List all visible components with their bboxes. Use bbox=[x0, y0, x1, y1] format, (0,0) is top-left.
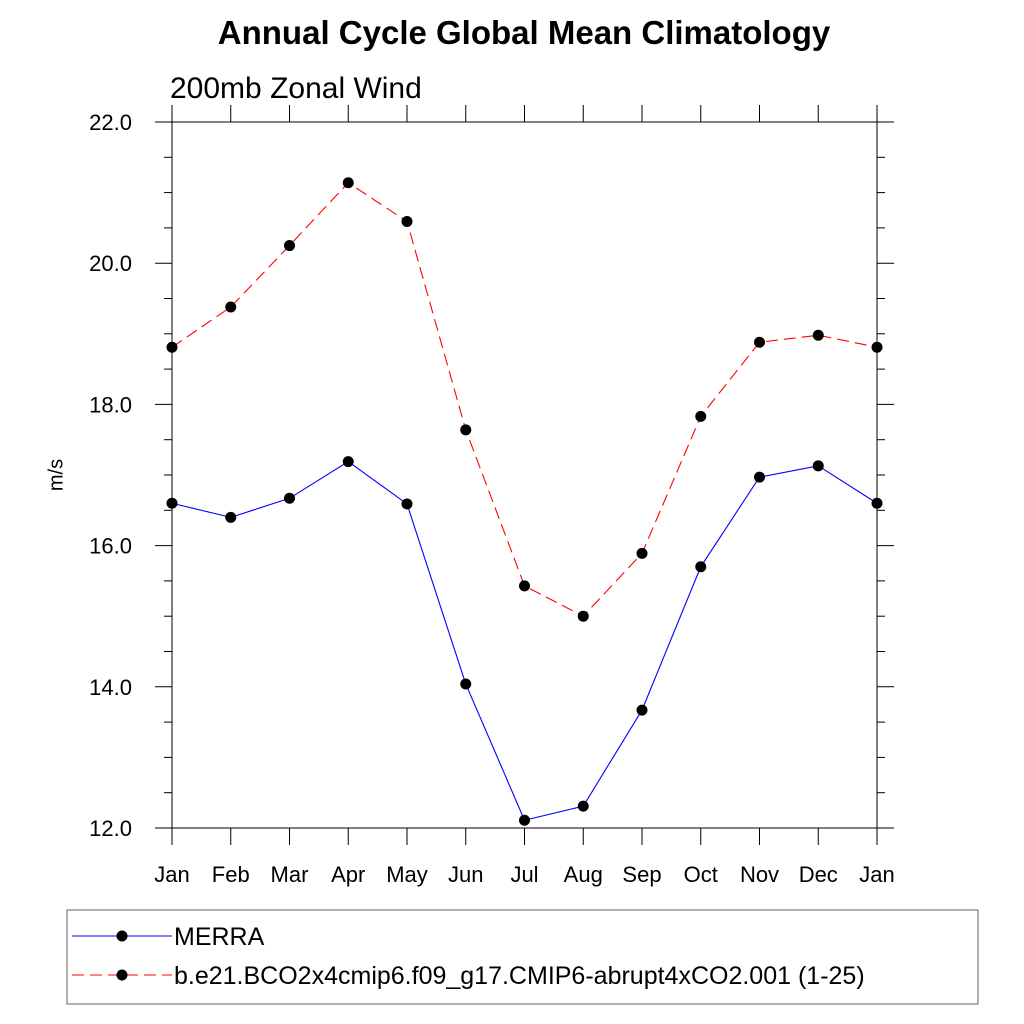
legend-label-1: MERRA bbox=[174, 923, 265, 951]
data-point-series-2 bbox=[812, 329, 824, 341]
data-point-series-2 bbox=[401, 216, 413, 228]
data-point-series-2 bbox=[284, 240, 295, 252]
data-point-series-1 bbox=[577, 800, 589, 812]
x-tick-label: Apr bbox=[331, 862, 365, 887]
x-tick-label: Jan bbox=[154, 862, 189, 887]
data-point-series-2 bbox=[460, 424, 472, 436]
data-point-series-2 bbox=[636, 547, 648, 559]
data-point-series-1 bbox=[401, 498, 413, 510]
x-tick-label: Jan bbox=[859, 862, 894, 887]
y-tick-label: 18.0 bbox=[89, 392, 132, 417]
data-point-series-2 bbox=[166, 341, 178, 353]
y-tick-label: 20.0 bbox=[89, 251, 132, 276]
legend-label-2: b.e21.BCO2x4cmip6.f09_g17.CMIP6-abrupt4x… bbox=[174, 962, 865, 990]
series-line-1 bbox=[171, 460, 878, 821]
y-tick-label: 12.0 bbox=[89, 816, 132, 841]
x-tick-label: Feb bbox=[212, 862, 250, 887]
data-point-series-1 bbox=[166, 497, 178, 509]
data-point-series-1 bbox=[812, 460, 824, 472]
x-tick-label: Dec bbox=[799, 862, 838, 887]
series-layer bbox=[166, 177, 883, 826]
legend-marker-1 bbox=[116, 930, 128, 942]
data-point-series-1 bbox=[636, 704, 648, 716]
data-point-series-2 bbox=[342, 177, 354, 189]
series-line-2 bbox=[171, 182, 878, 617]
y-tick-label: 14.0 bbox=[89, 675, 132, 700]
x-tick-label: Jul bbox=[510, 862, 538, 887]
x-tick-label: Mar bbox=[271, 862, 309, 887]
legend: MERRA b.e21.BCO2x4cmip6.f09_g17.CMIP6-abr… bbox=[66, 909, 979, 1005]
chart-subtitle: 200mb Zonal Wind bbox=[170, 72, 422, 105]
legend-box bbox=[66, 909, 979, 1005]
x-tick-label: Sep bbox=[622, 862, 661, 887]
data-point-series-1 bbox=[754, 471, 765, 483]
axes: 12.0 14.0 16.0 18.0 20.0 22.0 Jan Feb Mar Apr May J… bbox=[89, 105, 895, 887]
chart-title: Annual Cycle Global Mean Climatology bbox=[217, 14, 831, 51]
data-point-series-2 bbox=[871, 341, 883, 353]
data-point-series-1 bbox=[460, 678, 472, 690]
x-tick-label: Jun bbox=[448, 862, 483, 887]
data-point-series-2 bbox=[577, 610, 589, 622]
data-point-series-2 bbox=[225, 301, 237, 313]
data-point-series-1 bbox=[519, 814, 530, 826]
data-point-series-1 bbox=[695, 561, 707, 573]
x-tick-label: May bbox=[386, 862, 428, 887]
x-tick-label: Oct bbox=[684, 862, 718, 887]
data-point-series-1 bbox=[284, 492, 295, 504]
x-tick-label: Aug bbox=[564, 862, 603, 887]
data-point-series-2 bbox=[519, 580, 530, 592]
data-point-series-1 bbox=[342, 456, 354, 468]
legend-marker-2 bbox=[116, 969, 128, 981]
y-tick-label: 16.0 bbox=[89, 534, 132, 559]
x-tick-label: Nov bbox=[740, 862, 779, 887]
data-point-series-1 bbox=[225, 511, 237, 523]
y-tick-label: 22.0 bbox=[89, 110, 132, 135]
data-point-series-2 bbox=[695, 410, 707, 422]
data-point-series-2 bbox=[754, 336, 765, 348]
data-point-series-1 bbox=[871, 497, 883, 509]
